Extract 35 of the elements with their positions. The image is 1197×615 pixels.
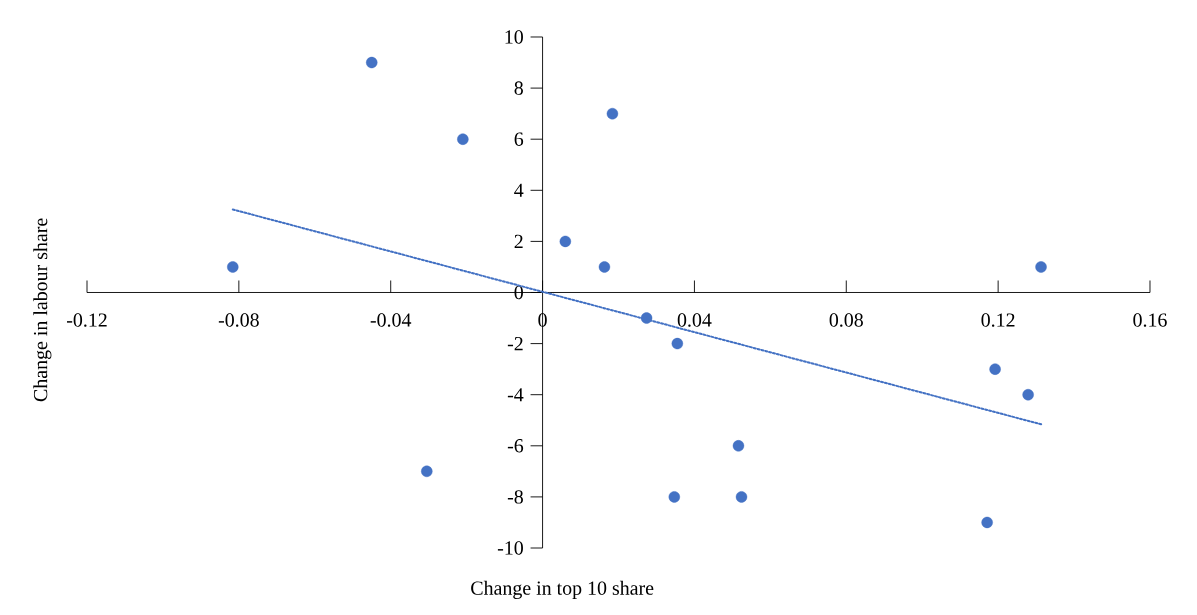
- point: [735, 491, 748, 503]
- point: [1035, 261, 1047, 273]
- x-tick-label: -0.12: [66, 313, 107, 327]
- y-tick-label: -6: [507, 439, 524, 453]
- point: [421, 465, 433, 478]
- y-tick-label: 6: [514, 132, 524, 146]
- x-axis-title: Change in top 10 share: [471, 580, 654, 599]
- x-tick-label: -0.04: [370, 313, 412, 327]
- y-tick-label: -10: [497, 541, 523, 555]
- point: [1022, 389, 1034, 401]
- y-tick-label: -4: [507, 388, 524, 402]
- x-tick-label: 0.04: [677, 313, 712, 327]
- y-tick-label: 2: [514, 234, 523, 248]
- x-tick-label: 0.08: [829, 313, 863, 327]
- point: [366, 56, 378, 69]
- point: [989, 363, 1001, 375]
- x-tick-label: 0.12: [981, 313, 1015, 327]
- point: [559, 235, 572, 248]
- point: [227, 261, 239, 273]
- x-tick-label: 0.16: [1133, 313, 1167, 327]
- y-tick-label: -2: [507, 337, 523, 351]
- point: [640, 312, 653, 324]
- point: [606, 107, 619, 120]
- y-tick-label: 8: [514, 81, 523, 95]
- point: [598, 261, 611, 273]
- point: [732, 440, 745, 452]
- point: [671, 337, 684, 350]
- point: [981, 516, 993, 529]
- y-tick-label: 4: [514, 183, 524, 197]
- y-axis-title: Change in labour share: [33, 218, 52, 402]
- point: [457, 133, 469, 145]
- point: [668, 491, 680, 503]
- x-tick-label: -0.08: [218, 313, 259, 327]
- y-tick-label: 10: [505, 30, 523, 44]
- y-tick-label: -8: [507, 490, 523, 504]
